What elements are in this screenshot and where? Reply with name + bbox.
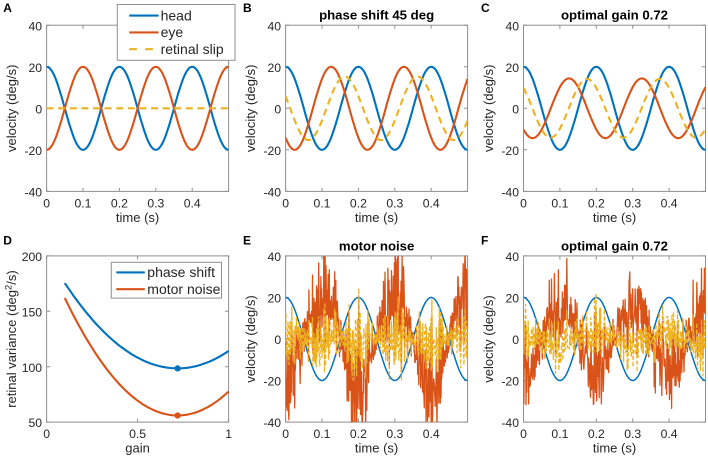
svg-text:40: 40 (505, 19, 519, 33)
svg-text:time (s): time (s) (355, 441, 398, 456)
svg-text:40: 40 (268, 250, 282, 264)
svg-text:0.1: 0.1 (314, 427, 331, 441)
svg-text:0.2: 0.2 (588, 427, 605, 441)
svg-text:20: 20 (268, 61, 282, 75)
svg-text:gain: gain (125, 441, 150, 456)
svg-text:time (s): time (s) (593, 210, 636, 225)
svg-text:velocity (deg/s): velocity (deg/s) (481, 65, 496, 152)
svg-text:40: 40 (268, 19, 282, 33)
svg-text:optimal gain 0.72: optimal gain 0.72 (561, 238, 668, 253)
svg-text:-20: -20 (263, 144, 281, 158)
svg-text:0.2: 0.2 (111, 197, 128, 211)
svg-text:0.3: 0.3 (147, 197, 164, 211)
svg-text:0: 0 (43, 197, 50, 211)
svg-text:motor noise: motor noise (339, 238, 414, 253)
svg-text:velocity (deg/s): velocity (deg/s) (4, 65, 19, 152)
svg-text:0.2: 0.2 (588, 197, 605, 211)
svg-text:velocity (deg/s): velocity (deg/s) (481, 295, 496, 382)
svg-text:0.1: 0.1 (551, 197, 568, 211)
svg-text:20: 20 (505, 61, 519, 75)
svg-text:phase shift: phase shift (147, 264, 215, 280)
svg-text:0.1: 0.1 (314, 197, 331, 211)
svg-text:time (s): time (s) (593, 441, 636, 456)
svg-text:A: A (3, 1, 12, 15)
svg-text:0.4: 0.4 (184, 197, 201, 211)
svg-text:-40: -40 (263, 416, 281, 430)
svg-text:-20: -20 (263, 375, 281, 389)
svg-text:20: 20 (29, 61, 43, 75)
svg-text:0.2: 0.2 (350, 427, 367, 441)
svg-text:motor noise: motor noise (147, 281, 220, 297)
svg-text:40: 40 (29, 19, 43, 33)
svg-text:0: 0 (274, 102, 281, 116)
svg-text:0.3: 0.3 (386, 427, 403, 441)
svg-text:0.4: 0.4 (423, 427, 440, 441)
svg-text:retinal slip: retinal slip (161, 41, 224, 57)
svg-text:0: 0 (520, 197, 527, 211)
svg-text:-20: -20 (501, 375, 519, 389)
svg-text:0: 0 (282, 427, 289, 441)
svg-text:C: C (481, 1, 490, 15)
svg-text:head: head (161, 7, 192, 23)
svg-text:eye: eye (161, 24, 184, 40)
svg-text:-40: -40 (501, 416, 519, 430)
svg-text:-40: -40 (263, 186, 281, 200)
svg-text:50: 50 (29, 416, 43, 430)
svg-text:F: F (481, 233, 488, 247)
svg-text:optimal gain 0.72: optimal gain 0.72 (561, 8, 668, 23)
svg-text:0.5: 0.5 (129, 427, 146, 441)
svg-text:0: 0 (43, 427, 50, 441)
svg-text:-20: -20 (501, 144, 519, 158)
svg-text:0: 0 (35, 102, 42, 116)
svg-text:D: D (3, 233, 12, 247)
svg-text:0: 0 (282, 197, 289, 211)
svg-text:0: 0 (512, 102, 519, 116)
svg-text:0.3: 0.3 (386, 197, 403, 211)
svg-text:0: 0 (274, 333, 281, 347)
svg-text:-40: -40 (501, 186, 519, 200)
svg-text:40: 40 (505, 250, 519, 264)
svg-text:0.4: 0.4 (661, 427, 678, 441)
svg-text:100: 100 (22, 361, 43, 375)
svg-text:0: 0 (520, 427, 527, 441)
svg-text:0.3: 0.3 (624, 427, 641, 441)
svg-text:1: 1 (225, 427, 232, 441)
svg-text:0.3: 0.3 (624, 197, 641, 211)
svg-text:0.2: 0.2 (350, 197, 367, 211)
svg-text:retinal variance (deg2/s): retinal variance (deg2/s) (4, 270, 20, 408)
svg-text:B: B (243, 1, 252, 15)
svg-text:0.1: 0.1 (551, 427, 568, 441)
svg-text:E: E (243, 233, 251, 247)
svg-text:20: 20 (505, 292, 519, 306)
svg-text:150: 150 (22, 305, 43, 319)
svg-text:velocity (deg/s): velocity (deg/s) (243, 65, 258, 152)
svg-text:time (s): time (s) (355, 210, 398, 225)
svg-text:200: 200 (22, 250, 43, 264)
svg-text:-40: -40 (24, 186, 42, 200)
svg-text:0.1: 0.1 (75, 197, 92, 211)
svg-text:20: 20 (268, 292, 282, 306)
svg-text:velocity (deg/s): velocity (deg/s) (243, 295, 258, 382)
svg-text:0: 0 (512, 333, 519, 347)
svg-text:phase shift 45 deg: phase shift 45 deg (319, 8, 434, 23)
svg-text:-20: -20 (24, 144, 42, 158)
svg-text:time (s): time (s) (116, 210, 159, 225)
svg-text:0.4: 0.4 (661, 197, 678, 211)
svg-text:0.4: 0.4 (423, 197, 440, 211)
